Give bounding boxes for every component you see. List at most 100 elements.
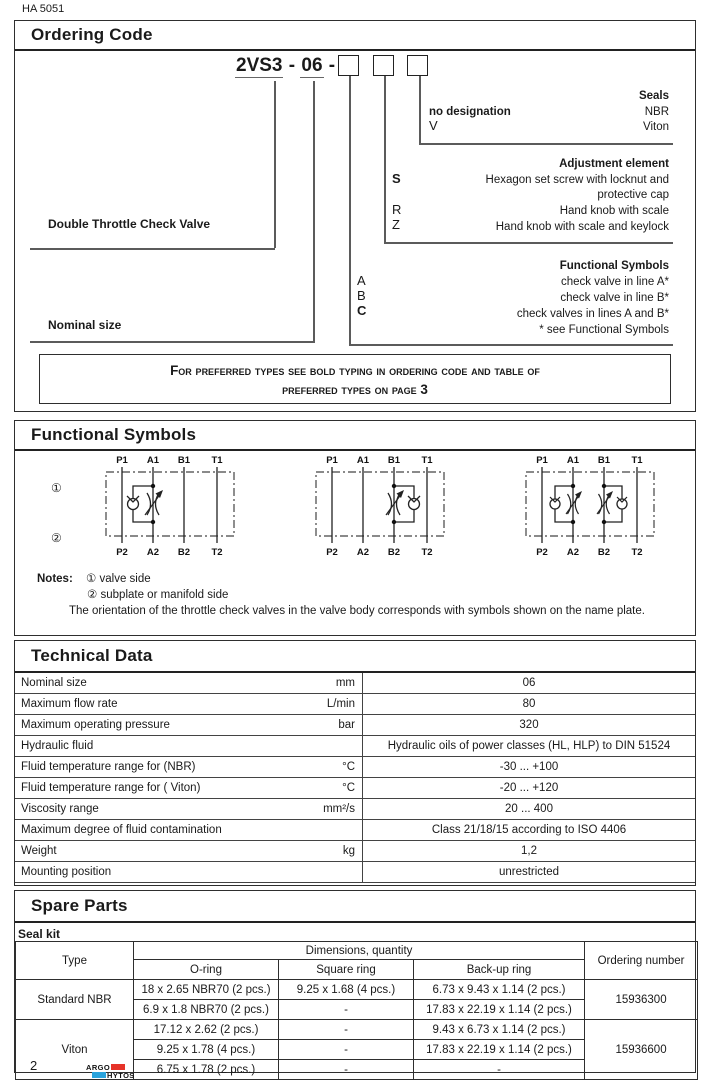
dim-cell: 18 x 2.65 NBR70 (2 pcs.) [133,979,279,1000]
page-number: 2 [30,1058,38,1073]
seals-desc-nbr: NBR [644,106,669,118]
functional-code-b: B [357,288,366,303]
dim-cell: - [278,1059,414,1080]
functional-group-title: Functional Symbols [559,260,669,272]
connector-line [419,143,673,145]
port-label: A1 [357,455,370,466]
spare-parts-title: Spare Parts [15,891,695,923]
port-label: B2 [598,547,610,558]
adjustment-desc-r: Hand knob with scale [559,205,669,217]
ordering-number: 15936300 [584,979,699,1020]
row-unit: L/min [326,698,355,710]
technical-data-section: Technical Data Nominal size mm 06 Maximum… [14,640,696,886]
logo-blue-block [92,1071,106,1079]
connector-line [30,341,315,343]
col-header-dimensions: Dimensions, quantity [132,941,586,960]
functional-symbols-section: Functional Symbols ① ② P1 A1 B1 T1 P2 A2 [14,420,696,636]
logo-text-hytos: HYTOS [107,1070,135,1080]
argo-hytos-logo: ARGO HYTOS [86,1063,135,1079]
port-label: T1 [631,455,643,466]
valve-diagram-line-b: P1 A1 B1 T1 P2 A2 B2 T2 [315,455,445,558]
functional-notes: Notes: ① valve side ② subplate or manifo… [37,571,667,619]
table-row: Mounting position unrestricted [15,862,695,883]
valve-body-outline [105,471,235,537]
port-lines [331,467,428,543]
adjustment-desc-s: Hexagon set screw with locknut and [485,174,669,186]
port-label: T1 [421,455,433,466]
connector-line [313,81,315,341]
port-label: B2 [178,547,190,558]
dim-cell: 17.83 x 22.19 x 1.14 (2 pcs.) [412,1039,586,1060]
doc-code: HA 5051 [22,3,65,15]
row-label: Hydraulic fluid [21,740,94,752]
dim-cell: - [278,1039,414,1060]
functional-code-a: A [357,273,366,288]
adjustment-code-s: S [392,171,401,186]
label-valve-type: Double Throttle Check Valve [48,217,211,231]
table-row: Maximum degree of fluid contamination Cl… [15,820,695,841]
row-label: Nominal size [21,677,87,689]
row-value: 1,2 [521,845,537,857]
table-row: Viton 17.12 x 2.62 (2 pcs.) - 9.43 x 6.7… [15,1019,699,1080]
connector-line [30,248,275,250]
table-row: 6.75 x 1.78 (2 pcs.) - - [16,1059,698,1080]
table-header-row: O-ring Square ring Back-up ring [16,959,698,980]
seals-desc-viton: Viton [642,121,669,133]
seal-kit-table: Type Dimensions, quantity Ordering numbe… [15,941,699,1080]
seals-group-title: Seals [638,90,669,102]
option-box-adjustment [373,55,394,76]
dim-cell: - [278,999,414,1020]
throttle-check-valve-a [126,483,163,525]
valve-side-marker: ① [51,481,62,495]
col-header-square: Square ring [278,959,414,980]
functional-desc-b: check valve in line B* [560,292,669,304]
port-label: P1 [536,455,548,466]
port-label: A1 [567,455,580,466]
seal-type: Standard NBR [15,979,134,1020]
technical-data-table: Nominal size mm 06 Maximum flow rate L/min… [15,673,695,883]
notes-label: Notes: [37,573,73,585]
col-header-backup: Back-up ring [412,959,586,980]
dim-cell: 17.12 x 2.62 (2 pcs.) [133,1019,279,1040]
row-unit: mm [335,677,355,689]
row-value: -20 ... +120 [499,782,559,794]
throttle-check-valve-b [596,483,628,525]
dim-cell: 9.25 x 1.68 (4 pcs.) [278,979,414,1000]
connector-line [419,76,421,143]
row-unit: °C [342,761,355,773]
row-label: Fluid temperature range for (NBR) [21,761,196,773]
adjustment-code-z: Z [392,217,400,232]
connector-line [274,81,276,248]
preferred-types-line2: preferred types on page 3 [282,382,428,397]
ordering-number: 15936600 [584,1019,699,1080]
dim-cell: - [278,1019,414,1040]
port-label: T2 [631,547,642,558]
port-label: A1 [147,455,160,466]
col-header-oring: O-ring [133,959,279,980]
dim-cell: - [412,1059,586,1080]
connector-line [384,242,673,244]
connector-line [384,76,386,242]
option-box-functional [338,55,359,76]
functional-desc-a: check valve in line A* [560,276,669,288]
port-label: P2 [326,547,338,558]
row-value: 80 [522,698,536,710]
model-code-size: 06 [300,55,324,78]
row-label: Mounting position [21,866,112,878]
throttle-check-valve-a [549,483,582,525]
model-code: 2VS3 - 06 - [235,55,336,78]
valve-diagram-lines-ab: P1 A1 B1 T1 [525,455,655,558]
table-row: Maximum flow rate L/min 80 [15,694,695,715]
port-label: A2 [567,547,579,558]
row-value: 06 [522,677,536,689]
dim-cell: 6.73 x 9.43 x 1.14 (2 pcs.) [412,979,586,1000]
subplate-side-marker: ② [51,531,62,545]
model-code-series: 2VS3 [235,55,284,78]
table-header-row: Type Dimensions, quantity Ordering numbe… [15,941,699,980]
technical-data-title: Technical Data [15,641,695,673]
table-row: 9.25 x 1.78 (4 pcs.) - 17.83 x 22.19 x 1… [16,1039,698,1060]
port-label: P2 [116,547,128,558]
row-unit: bar [338,719,355,731]
row-unit: °C [342,782,355,794]
table-row: Hydraulic fluid Hydraulic oils of power … [15,736,695,757]
